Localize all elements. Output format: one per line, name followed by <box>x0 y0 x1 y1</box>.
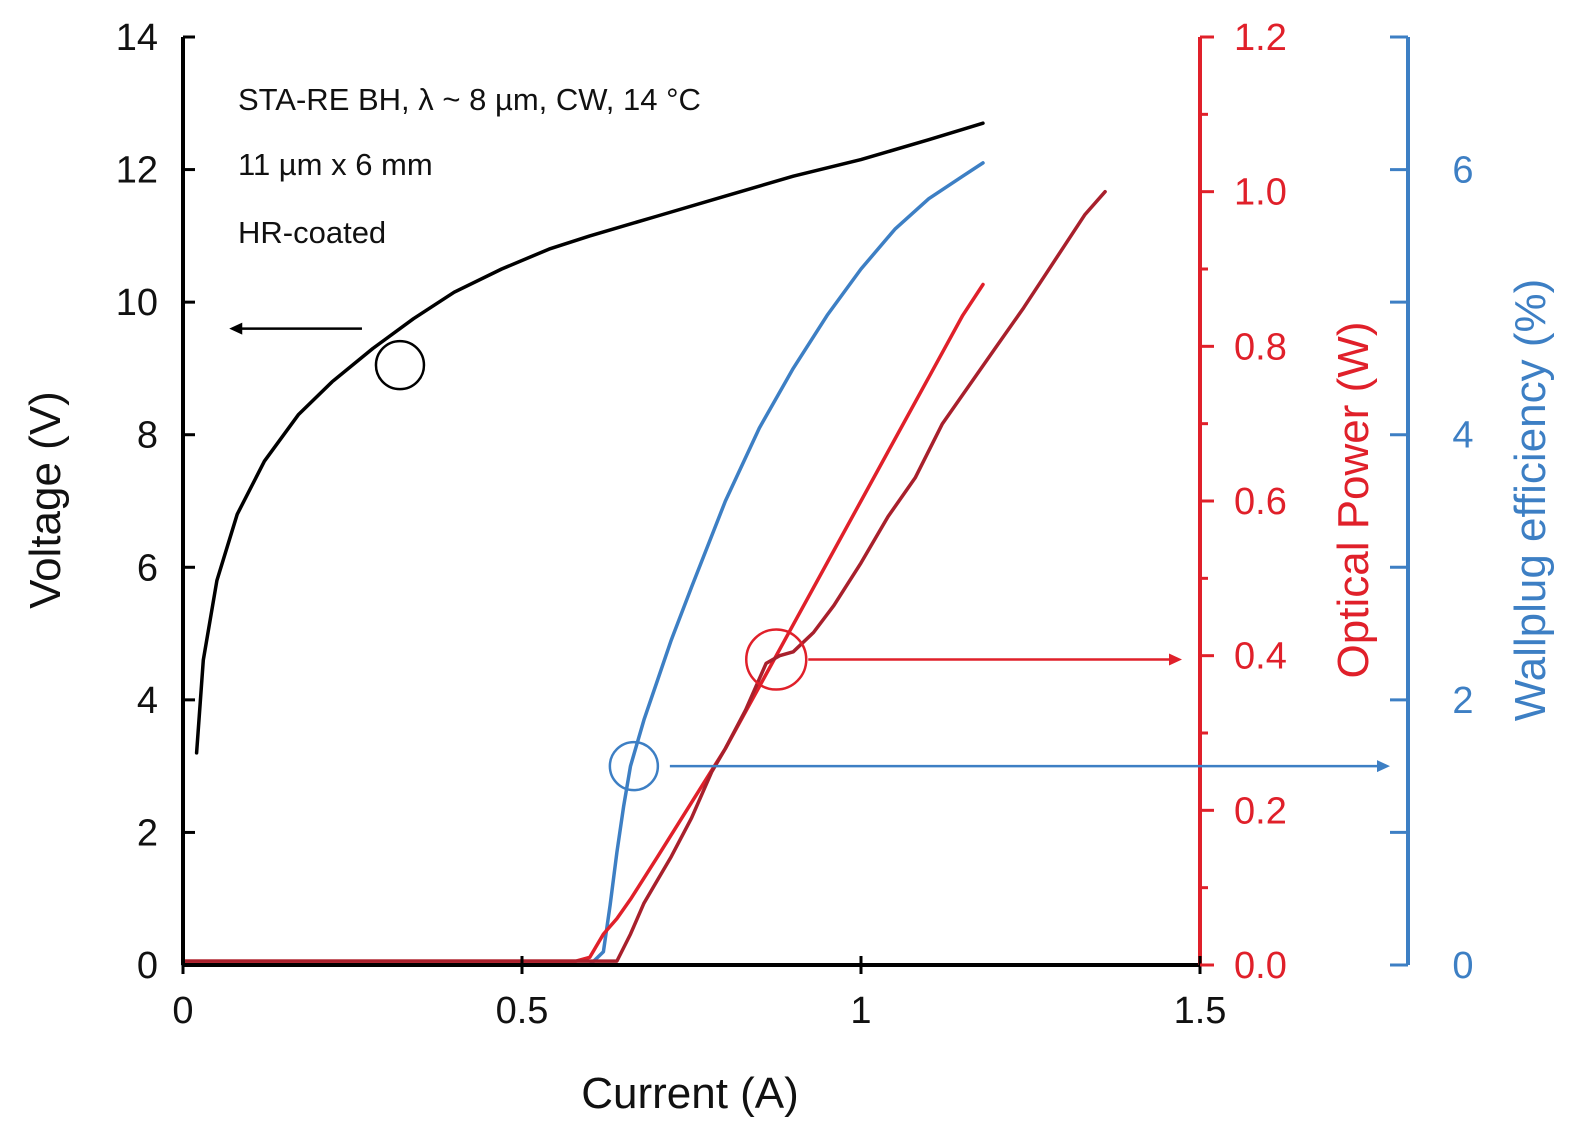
power-tick-label: 1.2 <box>1234 17 1287 59</box>
annotation-dimensions: 11 µm x 6 mm <box>238 147 433 182</box>
power-axis-title: Optical Power (W) <box>1329 322 1378 679</box>
annotation-conditions: STA-RE BH, λ ~ 8 µm, CW, 14 °C <box>238 82 701 117</box>
efficiency-tick-label: 2 <box>1452 680 1473 722</box>
x-tick-label: 1.5 <box>1174 990 1227 1032</box>
power-pointer-arrowhead <box>1169 654 1182 666</box>
voltage-tick-label: 8 <box>137 415 158 457</box>
power-tick-label: 1.0 <box>1234 172 1287 214</box>
x-tick-label: 1 <box>850 990 871 1032</box>
power-tick-label: 0.6 <box>1234 481 1287 523</box>
efficiency-tick-label: 0 <box>1452 945 1473 987</box>
voltage-curve-marker <box>376 341 424 389</box>
power-tick-label: 0.0 <box>1234 945 1287 987</box>
efficiency-axis-title: Wallplug efficiency (%) <box>1506 279 1555 722</box>
voltage-tick-label: 0 <box>137 945 158 987</box>
efficiency-tick-label: 6 <box>1452 150 1473 192</box>
voltage-tick-label: 10 <box>116 282 158 324</box>
efficiency-pointer-arrowhead <box>1377 760 1390 772</box>
power-tick-label: 0.2 <box>1234 790 1287 832</box>
power-tick-label: 0.4 <box>1234 636 1287 678</box>
efficiency-tick-label: 4 <box>1452 415 1473 457</box>
series-line-efficiency-1 <box>183 163 983 965</box>
x-tick-label: 0.5 <box>496 990 549 1032</box>
power-tick-label: 0.8 <box>1234 326 1287 368</box>
voltage-tick-label: 6 <box>137 547 158 589</box>
voltage-axis-title: Voltage (V) <box>21 391 70 609</box>
voltage-tick-label: 14 <box>116 17 158 59</box>
voltage-tick-label: 4 <box>137 680 158 722</box>
voltage-tick-label: 12 <box>116 150 158 192</box>
annotation-coating: HR-coated <box>238 215 386 250</box>
voltage-tick-label: 2 <box>137 812 158 854</box>
series-line-power-2 <box>183 285 983 962</box>
x-tick-label: 0 <box>172 990 193 1032</box>
x-axis-title: Current (A) <box>581 1069 799 1118</box>
voltage-pointer-arrowhead <box>229 323 242 335</box>
